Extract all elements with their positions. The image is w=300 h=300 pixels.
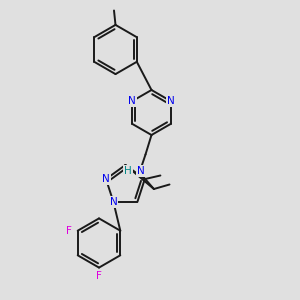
Text: F: F (96, 271, 102, 281)
Text: N: N (102, 174, 110, 184)
Text: H: H (124, 166, 132, 176)
Text: N: N (128, 96, 136, 106)
Text: N: N (137, 166, 145, 176)
Text: F: F (66, 226, 72, 236)
Text: N: N (110, 197, 117, 207)
Text: N: N (167, 96, 175, 106)
